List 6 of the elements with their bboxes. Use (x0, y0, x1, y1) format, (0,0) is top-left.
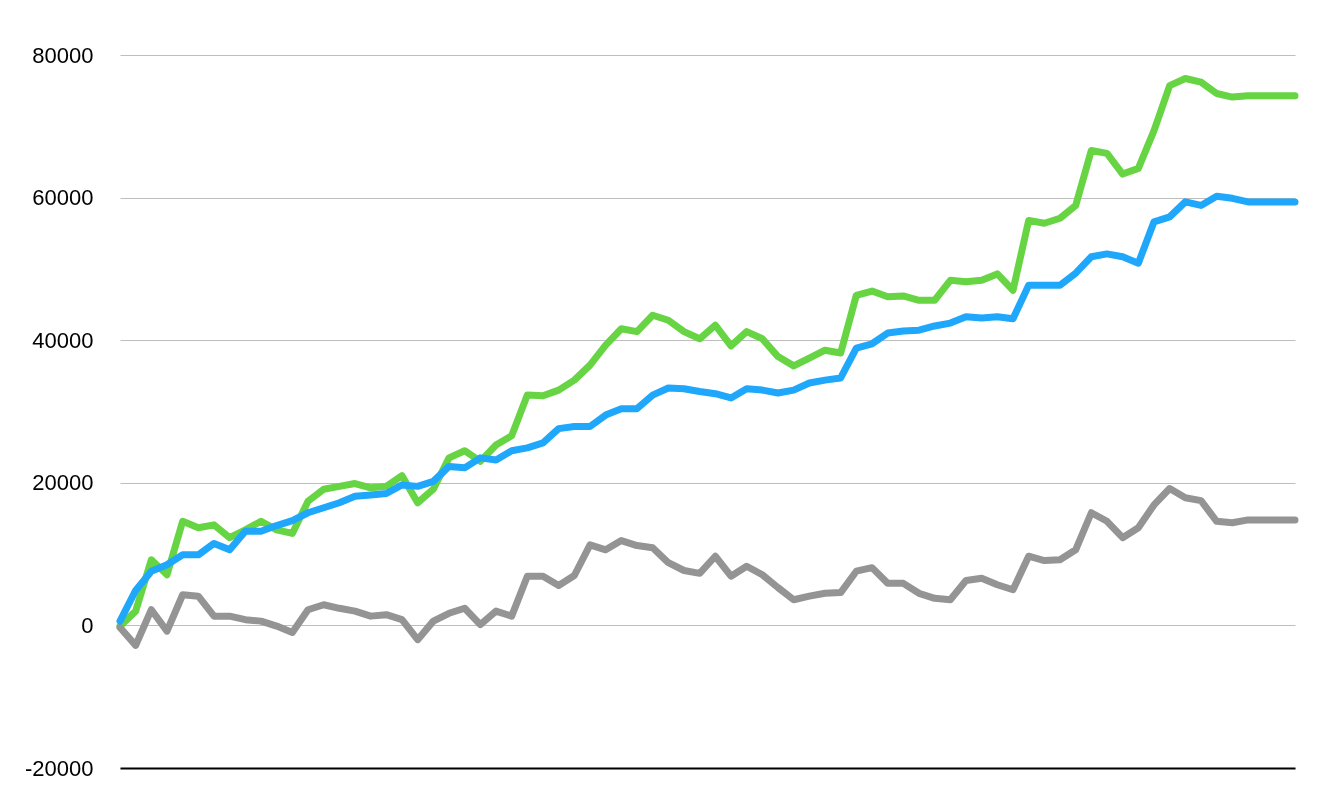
y-tick-label: 20000 (32, 470, 94, 496)
y-tick-label: 40000 (32, 327, 94, 353)
y-tick-label: -20000 (24, 755, 94, 781)
y-tick-label: 80000 (32, 42, 94, 68)
y-tick-label: 0 (81, 612, 94, 638)
y-tick-label: 60000 (32, 185, 94, 211)
